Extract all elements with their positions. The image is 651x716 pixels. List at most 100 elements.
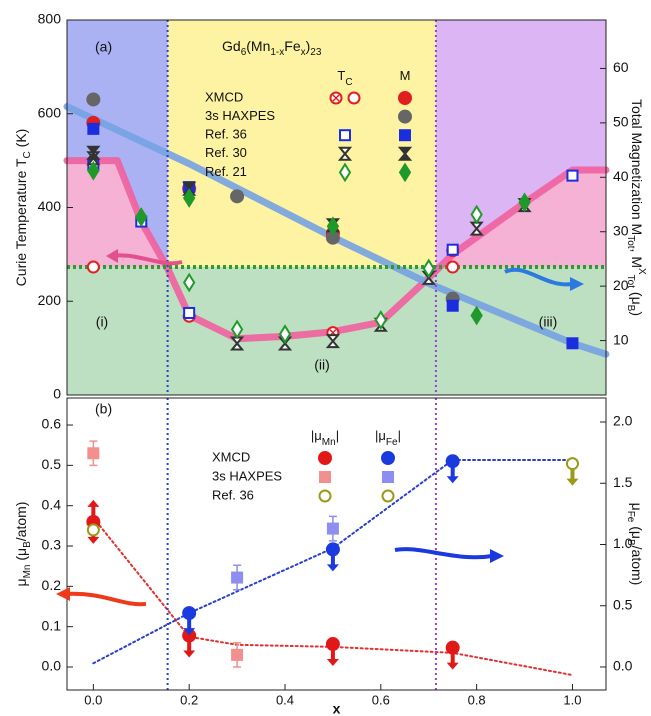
y-tick-label: 400 [38, 198, 62, 214]
y2-tick-label: 50 [613, 114, 629, 130]
panel: 0 200 400 600 800 10 20 30 40 50 60 Curie Temperatu… [13, 11, 647, 402]
y2-axis-label-part: B [625, 539, 636, 546]
marker [318, 489, 332, 503]
y-tick-label: 0.5 [42, 456, 62, 472]
marker [381, 451, 395, 465]
legend-column-header-part: |μ [375, 428, 386, 443]
marker [278, 324, 292, 344]
axis-pointer [109, 253, 183, 266]
legend-column-header-part: M [400, 68, 411, 83]
marker [398, 162, 412, 183]
limit-arrow-head [183, 650, 196, 658]
y2-axis-label: μFe (μB/atom) [625, 503, 645, 586]
legend-column-header: M [400, 68, 411, 83]
marker [326, 522, 339, 535]
marker [182, 188, 196, 208]
region [167, 20, 436, 268]
marker [339, 129, 351, 142]
limit-arrow-head [87, 536, 100, 544]
legend-label: Ref. 21 [205, 164, 247, 179]
y-tick-label: 0.2 [42, 577, 62, 593]
chart-title-part: Gd [222, 38, 241, 54]
annotation: (iii) [539, 314, 558, 330]
limit-arrow-head [87, 499, 100, 507]
y2-axis-label: Total Magnetization MTot, MXTot (μB) [625, 99, 647, 316]
marker [87, 447, 100, 460]
marker [182, 272, 196, 293]
y2-axis-label-part: μ [629, 503, 645, 511]
axis-pointer [504, 267, 573, 287]
y2-tick-label: 0.5 [613, 596, 633, 612]
marker [325, 334, 341, 349]
y2-tick-label: 2.0 [613, 413, 633, 429]
y-tick-label: 0.1 [42, 617, 62, 633]
annotation: (i) [96, 314, 108, 330]
marker [470, 305, 483, 326]
marker [86, 523, 100, 537]
y2-axis-label-part: Tot [625, 235, 636, 249]
marker [446, 260, 460, 274]
marker [566, 337, 579, 350]
marker [422, 258, 435, 279]
y-axis-label: Curie Temperature TC (K) [13, 129, 33, 287]
panel-label: (a) [95, 39, 112, 55]
legend-label: 3s HAXPES [212, 468, 282, 483]
marker [329, 91, 343, 105]
marker [445, 454, 460, 469]
y-tick-label: 0.4 [42, 496, 62, 512]
legend-label: Ref. 36 [205, 127, 247, 142]
limit-arrow-head [326, 564, 339, 572]
chart-title-part: Fe [284, 38, 301, 54]
marker [135, 207, 148, 227]
y2-tick-label: 0.0 [613, 658, 633, 674]
y2-axis-label-part: (μ [629, 288, 645, 305]
legend-column-header-part: T [337, 68, 345, 83]
annotation: (ii) [314, 357, 330, 373]
marker [86, 260, 100, 274]
marker [325, 542, 340, 557]
legend-column-header: |μMn| [311, 428, 339, 448]
limit-arrow-head [446, 476, 459, 484]
legend-column-header: |μFe| [375, 428, 401, 448]
limit-arrow-head [326, 659, 339, 667]
y-axis-label-part: B [22, 541, 33, 548]
marker [87, 122, 100, 135]
y2-tick-label: 40 [613, 168, 629, 184]
legend-column-header: TC [337, 68, 352, 88]
y2-axis-label-part: (μ [629, 522, 645, 539]
axis-pointer-head [106, 249, 118, 263]
y2-tick-label: 20 [613, 277, 629, 293]
y-axis-label: μMn (μB/atom) [13, 502, 33, 587]
y2-axis-label-part: Fe [625, 511, 636, 523]
legend-column-header-part: | [336, 428, 339, 443]
marker [183, 306, 196, 319]
marker [86, 145, 101, 160]
y-tick-label: 0.0 [42, 658, 62, 674]
chart-title-part: (Mn [246, 38, 270, 54]
y-tick-label: 0.3 [42, 537, 62, 553]
legend-label: Ref. 30 [205, 145, 247, 160]
marker [337, 146, 353, 161]
x-tick-label: 0.2 [180, 692, 198, 707]
marker [86, 92, 101, 107]
y-axis-label-part: (μ [13, 548, 29, 565]
marker [398, 109, 412, 124]
limit-arrow-head [183, 628, 196, 636]
y2-tick-label: 10 [613, 331, 629, 347]
panel: 0.0 0.1 0.2 0.3 0.4 0.5 0.6 0.0 0.5 1.0 1.5 2.0 0.0 0… [13, 397, 645, 716]
y2-axis-label-part: , M [629, 249, 645, 268]
marker [565, 457, 579, 471]
y-tick-label: 800 [38, 11, 62, 27]
marker [230, 189, 245, 204]
marker [374, 310, 387, 330]
marker [397, 146, 413, 161]
chart-title-part: x [301, 47, 306, 58]
marker [398, 91, 412, 105]
y-tick-label: 600 [38, 104, 62, 120]
x-tick-label: 0.8 [468, 692, 486, 707]
y2-axis-label-part: ) [629, 311, 645, 316]
marker [230, 319, 244, 340]
marker [518, 192, 531, 213]
legend-label: 3s HAXPES [205, 108, 275, 123]
